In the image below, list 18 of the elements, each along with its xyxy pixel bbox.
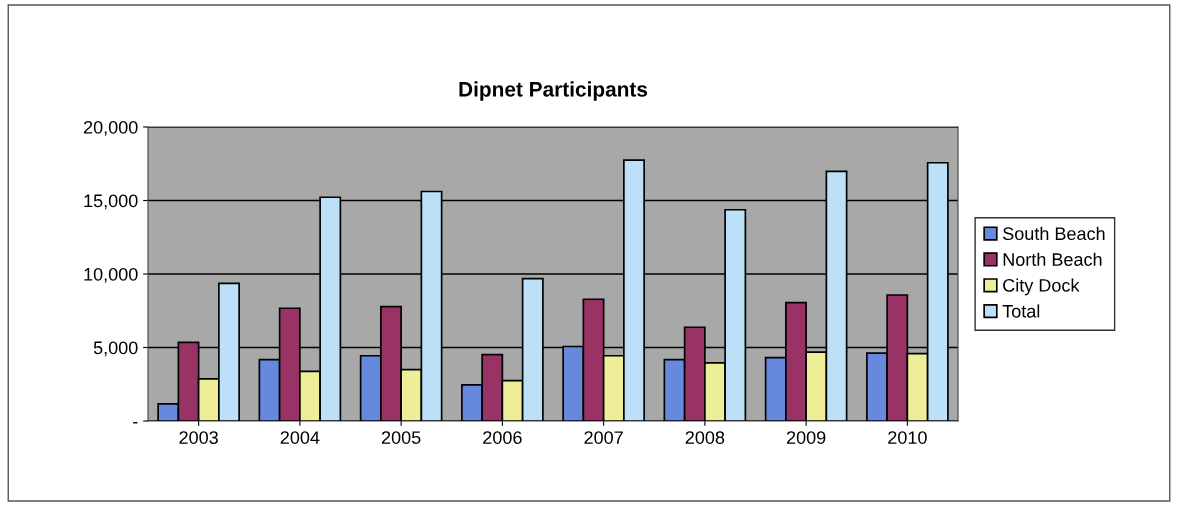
x-tick-label: 2009 [786,431,826,444]
x-tick-label: 2008 [685,431,725,444]
legend-label: South Beach [1003,226,1105,241]
chart-title: Dipnet Participants [459,81,648,101]
legend-label: North Beach [1003,252,1102,266]
y-tick-label: 15,000 [84,194,138,210]
x-tick-label: 2003 [179,431,218,444]
x-tick-label: 2010 [888,431,927,444]
y-tick-label: 20,000 [83,120,138,136]
y-tick-label: - [133,422,138,424]
x-tick-label: 2006 [483,431,522,444]
x-tick-label: 2007 [584,431,623,444]
x-tick-label: 2005 [381,431,421,444]
y-tick-label: 10,000 [84,267,138,283]
legend-label: Total [1002,304,1040,318]
legend-label: City Dock [1003,278,1080,296]
x-tick-label: 2004 [280,431,320,444]
y-tick-label: 5,000 [93,341,138,357]
